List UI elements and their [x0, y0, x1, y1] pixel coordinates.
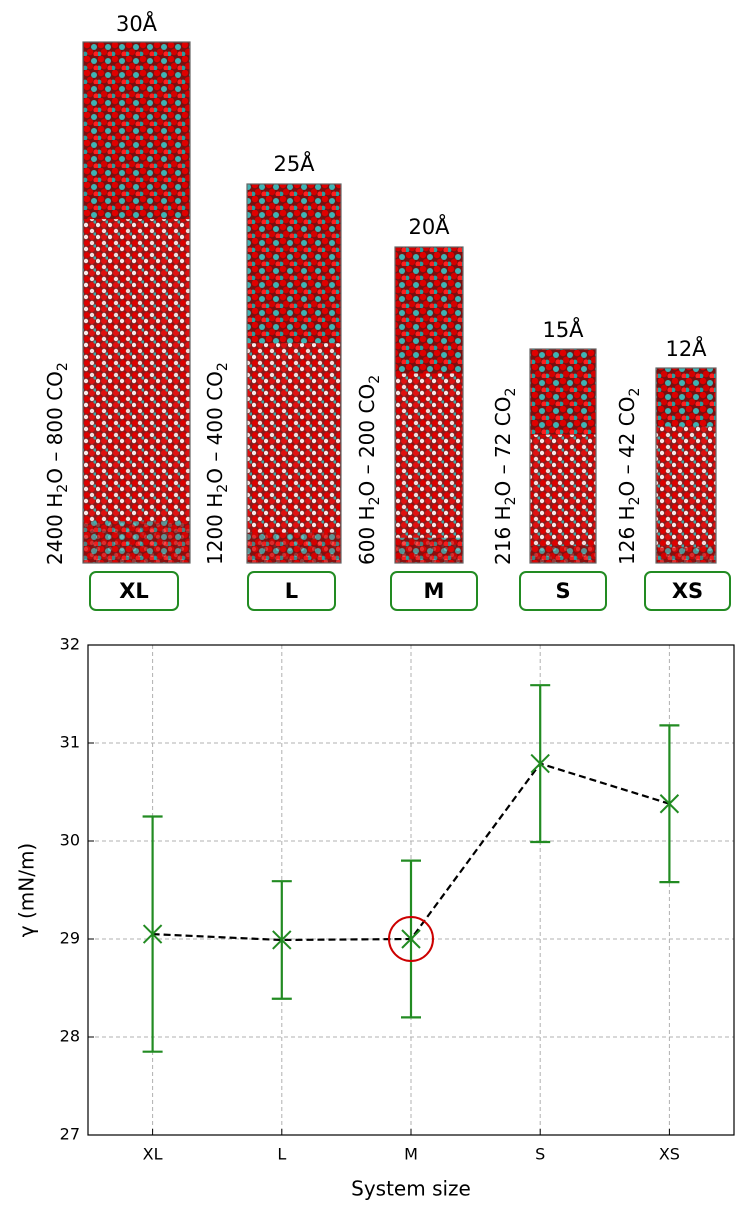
y-axis-label: γ (mN/m): [15, 843, 39, 937]
subscript: 2: [367, 497, 383, 506]
composition-text: 2400 H: [43, 493, 67, 565]
co2-phase: [395, 537, 463, 563]
co2-phase: [395, 247, 463, 374]
box-outline: [246, 183, 342, 564]
subscript: 2: [503, 388, 519, 397]
marker: [142, 924, 163, 944]
highlight-circle: [388, 916, 434, 962]
size-label: XS: [672, 579, 703, 603]
subscript: 2: [627, 497, 643, 506]
size-badge: [247, 571, 336, 611]
co2-phase: [656, 368, 716, 427]
plot-frame: [87, 644, 735, 1136]
size-badge: [89, 571, 179, 611]
composition-label: 600 H2O – 200 CO2: [355, 375, 383, 565]
y-tick-label: 32: [60, 635, 80, 654]
y-tick-label: 31: [60, 733, 80, 752]
composition-text: O – 72 CO: [491, 397, 515, 497]
size-badge: [644, 571, 731, 611]
composition-label: 2400 H2O – 800 CO2: [43, 362, 71, 565]
composition-text: O – 42 CO: [615, 397, 639, 497]
box-outline: [655, 367, 717, 564]
x-tick-label: M: [404, 1145, 418, 1164]
y-tick-label: 29: [60, 929, 80, 948]
size-badge: [390, 571, 478, 611]
x-tick-label: XS: [659, 1145, 680, 1164]
box-outline: [82, 41, 191, 564]
box-outline: [529, 348, 597, 564]
width-label: 15Å: [542, 316, 584, 342]
composition-text: O – 200 CO: [355, 384, 379, 497]
co2-phase: [83, 42, 190, 220]
subscript: 2: [367, 375, 383, 384]
co2-phase: [656, 547, 716, 563]
box-outline: [394, 246, 464, 564]
composition-text: 600 H: [355, 505, 379, 565]
chart: 27 28 29 30 31 32 XL L M S XS System size γ (mN/m): [15, 635, 735, 1201]
composition-text: 126 H: [615, 505, 639, 565]
composition-text: O – 400 CO: [203, 371, 227, 484]
subscript: 2: [215, 484, 231, 493]
y-tick-label: 27: [60, 1125, 80, 1144]
composition-text: 216 H: [491, 505, 515, 565]
marker: [401, 929, 421, 949]
width-label: 25Å: [273, 150, 315, 176]
size-label: L: [285, 579, 298, 603]
width-label: 20Å: [408, 213, 450, 239]
y-tick-label: 30: [60, 831, 80, 850]
subscript: 2: [503, 497, 519, 506]
size-label: M: [424, 579, 445, 603]
subscript: 2: [215, 362, 231, 371]
subscript: 2: [627, 388, 643, 397]
x-tick-label: S: [535, 1145, 545, 1164]
co2-phase: [530, 349, 596, 435]
composition-label: 126 H2O – 42 CO2: [615, 388, 643, 565]
x-tick-label: L: [277, 1145, 286, 1164]
x-axis-label: System size: [351, 1177, 471, 1201]
composition-label: 1200 H2O – 400 CO2: [203, 362, 231, 565]
composition-text: O – 800 CO: [43, 371, 67, 484]
marker: [530, 753, 550, 774]
composition-text: 1200 H: [203, 493, 227, 565]
co2-phase: [247, 532, 341, 563]
co2-phase: [83, 521, 190, 563]
size-badge: [519, 571, 607, 611]
co2-phase: [530, 545, 596, 563]
subscript: 2: [55, 362, 71, 371]
width-label: 30Å: [116, 10, 158, 36]
y-tick-label: 28: [60, 1027, 80, 1046]
composition-label: 216 H2O – 72 CO2: [491, 388, 519, 565]
marker: [272, 930, 292, 950]
size-label: XL: [119, 579, 149, 603]
width-label: 12Å: [665, 335, 707, 361]
subscript: 2: [55, 484, 71, 493]
size-label: S: [555, 579, 570, 603]
marker: [659, 794, 680, 814]
x-tick-label: XL: [143, 1145, 163, 1164]
co2-phase: [247, 184, 341, 344]
